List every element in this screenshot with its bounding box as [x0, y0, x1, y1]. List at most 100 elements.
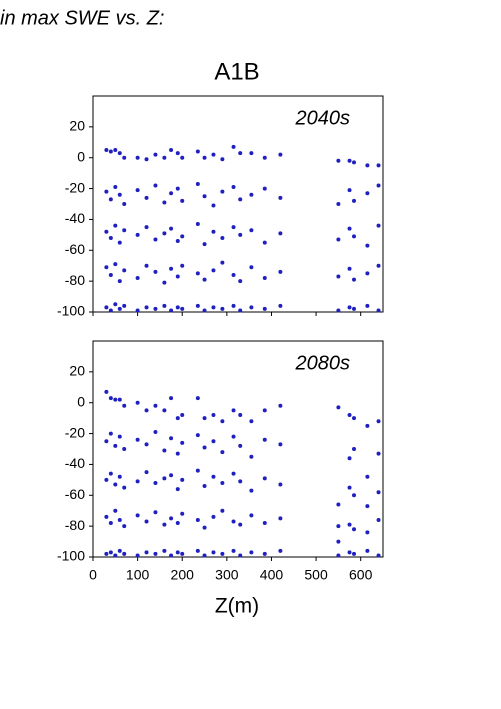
point: [202, 445, 207, 450]
point: [153, 306, 158, 311]
point: [135, 513, 140, 518]
point: [278, 152, 283, 157]
point: [180, 413, 185, 418]
point: [162, 476, 167, 481]
point: [113, 148, 118, 152]
point: [347, 522, 352, 527]
point: [278, 403, 283, 408]
point: [376, 553, 381, 558]
x-tick-label: 600: [349, 567, 373, 583]
x-tick-label: 400: [260, 567, 284, 583]
point: [336, 202, 341, 206]
point: [108, 235, 113, 240]
point: [104, 477, 109, 482]
point: [135, 155, 140, 160]
y-tick-label: -20: [65, 179, 85, 195]
point: [135, 553, 140, 558]
point: [162, 548, 167, 553]
point: [153, 183, 158, 188]
x-tick-label: 100: [126, 567, 150, 583]
point: [262, 551, 267, 556]
point: [211, 203, 216, 208]
point: [220, 419, 225, 424]
point: [175, 305, 180, 310]
point: [162, 155, 167, 160]
y-tick-label: 20: [69, 363, 85, 379]
point: [278, 269, 283, 274]
y-tick-label: -60: [65, 486, 85, 502]
point: [352, 234, 356, 239]
point: [108, 272, 113, 277]
point: [220, 508, 225, 513]
point: [104, 389, 109, 394]
point: [376, 183, 381, 188]
point: [238, 197, 243, 202]
point: [238, 279, 243, 284]
point: [231, 303, 236, 308]
point: [220, 551, 225, 556]
chart-title: A1B: [214, 58, 259, 85]
point: [144, 519, 149, 524]
point: [336, 553, 341, 558]
point: [117, 434, 122, 439]
point: [175, 416, 180, 421]
y-tick-label: 0: [77, 148, 85, 164]
point: [175, 239, 180, 244]
point: [211, 439, 216, 444]
point: [144, 157, 149, 162]
point: [211, 229, 216, 234]
point: [262, 240, 267, 245]
point: [211, 474, 216, 479]
point: [113, 302, 118, 307]
point: [180, 511, 185, 516]
point: [231, 548, 236, 553]
point: [336, 308, 341, 313]
point: [347, 158, 352, 163]
point: [135, 188, 140, 193]
point: [162, 280, 167, 285]
point: [220, 450, 225, 455]
point: [104, 148, 109, 152]
point: [113, 185, 118, 190]
point: [195, 396, 200, 401]
point: [175, 186, 180, 191]
x-tick-label: 500: [304, 567, 328, 583]
page-header: in max SWE vs. Z:: [0, 7, 164, 29]
point: [336, 539, 341, 544]
point: [249, 192, 254, 197]
point: [365, 271, 370, 276]
point: [144, 550, 149, 555]
point: [108, 149, 113, 154]
point: [202, 242, 207, 247]
point: [153, 480, 158, 485]
point: [104, 265, 109, 270]
point: [249, 419, 254, 424]
point: [278, 442, 283, 447]
point: [231, 185, 236, 190]
point: [365, 548, 370, 553]
point: [180, 551, 185, 556]
point: [153, 152, 158, 157]
point: [231, 519, 236, 524]
point: [108, 431, 113, 436]
point: [365, 504, 370, 509]
point: [262, 306, 267, 311]
point: [117, 474, 122, 479]
point: [195, 271, 200, 276]
point: [202, 484, 207, 489]
point: [153, 403, 158, 408]
point: [108, 308, 113, 313]
point: [202, 194, 207, 199]
point: [144, 225, 149, 230]
point: [108, 396, 113, 401]
point: [122, 202, 127, 206]
point: [211, 305, 216, 310]
point: [262, 437, 267, 442]
point: [238, 553, 243, 558]
point: [231, 225, 236, 230]
point: [113, 223, 118, 228]
point: [169, 308, 174, 313]
point: [238, 308, 243, 313]
point: [365, 530, 370, 535]
point: [262, 408, 267, 413]
